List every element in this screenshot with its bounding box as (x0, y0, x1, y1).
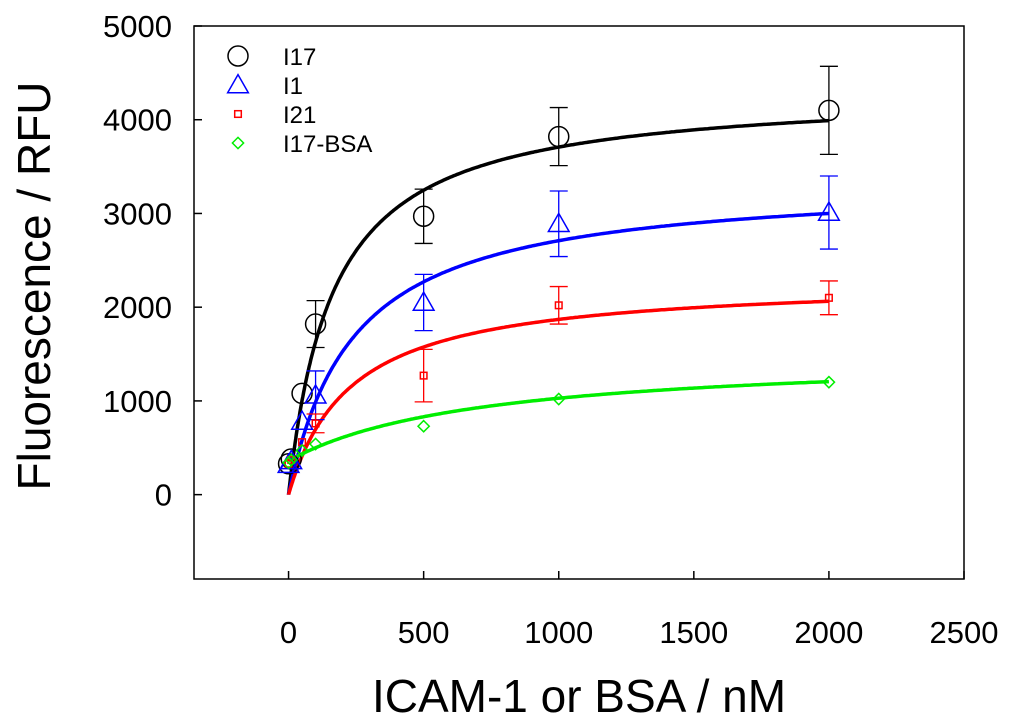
legend-marker-i17-bsa (231, 136, 245, 150)
legend-marker-i17 (227, 45, 249, 67)
point-i21 (287, 455, 296, 465)
point-i17 (547, 125, 570, 148)
x-tick-label: 0 (280, 615, 297, 650)
point-i17 (412, 205, 435, 228)
y-axis-ticks: 0 1000 2000 3000 4000 5000 (103, 9, 202, 513)
point-i1 (817, 200, 841, 222)
y-axis-title: Fluorescence / RFU (8, 81, 60, 490)
x-axis-title: ICAM-1 or BSA / nM (372, 670, 786, 722)
point-i17-bsa (416, 419, 431, 433)
y-tick-label: 3000 (103, 196, 172, 231)
point-i1 (303, 383, 328, 404)
y-tick-label: 1000 (103, 384, 172, 419)
point-i17-bsa (822, 375, 836, 389)
y-tick-label: 0 (155, 478, 172, 513)
fit-line-i17 (286, 118, 829, 496)
point-i17 (291, 382, 313, 405)
x-tick-label: 500 (398, 615, 450, 650)
x-tick-label: 1500 (659, 615, 728, 650)
y-tick-label: 5000 (103, 9, 172, 44)
legend-marker-i21 (233, 109, 243, 119)
plot-frame (193, 25, 965, 580)
point-i17-bsa (308, 437, 323, 451)
point-i17 (818, 99, 840, 122)
point-i17-bsa (552, 392, 566, 406)
legend-label-i21: I21 (283, 102, 316, 129)
x-axis-ticks: 0 500 1000 1500 2000 2500 (280, 571, 999, 650)
point-i1 (547, 211, 571, 233)
point-i21 (419, 371, 428, 380)
x-tick-label: 2000 (794, 615, 863, 650)
point-i17-bsa (281, 456, 296, 470)
point-i1 (412, 290, 436, 312)
y-tick-label: 4000 (103, 103, 172, 138)
legend-label-i1: I1 (283, 73, 303, 100)
point-i17-bsa (295, 443, 309, 458)
point-i21 (311, 419, 320, 428)
legend-marker-i1 (226, 73, 250, 94)
point-i1 (290, 409, 314, 431)
fit-line-i1 (286, 211, 829, 497)
x-tick-label: 1000 (524, 615, 593, 650)
legend-label-i17-bsa: I17-BSA (283, 131, 372, 158)
legend-label-i17: I17 (283, 44, 316, 71)
y-tick-label: 2000 (103, 290, 172, 325)
x-tick-label: 2500 (930, 615, 999, 650)
point-i17 (304, 313, 327, 335)
error-bars (306, 65, 838, 434)
point-i17-bsa (284, 453, 298, 467)
data-markers (276, 99, 841, 475)
point-i21 (824, 293, 833, 302)
point-i21 (554, 301, 563, 310)
